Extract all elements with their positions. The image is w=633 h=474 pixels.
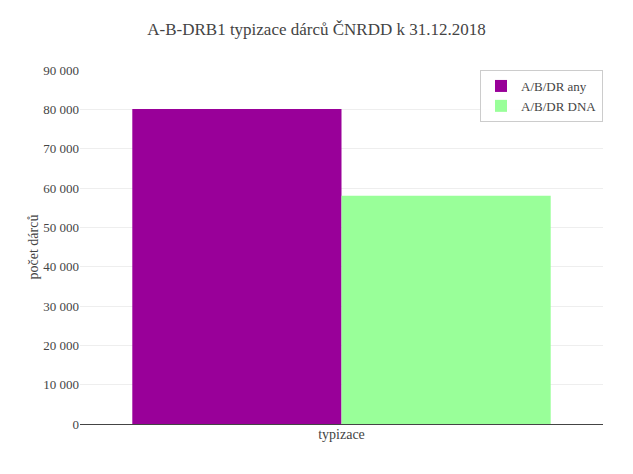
svg-text:A/B/DR any: A/B/DR any bbox=[521, 79, 587, 94]
svg-text:10 000: 10 000 bbox=[43, 377, 79, 392]
svg-text:90 000: 90 000 bbox=[43, 63, 79, 78]
svg-text:A-B-DRB1 typizace dárců ČNRDD: A-B-DRB1 typizace dárců ČNRDD k 31.12.20… bbox=[147, 20, 486, 39]
svg-text:60 000: 60 000 bbox=[43, 181, 79, 196]
svg-text:80 000: 80 000 bbox=[43, 102, 79, 117]
svg-text:70 000: 70 000 bbox=[43, 141, 79, 156]
svg-text:počet dárců: počet dárců bbox=[26, 215, 41, 280]
svg-text:20 000: 20 000 bbox=[43, 338, 79, 353]
svg-text:typizace: typizace bbox=[318, 427, 365, 442]
svg-text:50 000: 50 000 bbox=[43, 220, 79, 235]
svg-text:A/B/DR DNA: A/B/DR DNA bbox=[521, 99, 596, 114]
svg-text:0: 0 bbox=[73, 417, 80, 432]
svg-text:30 000: 30 000 bbox=[43, 299, 79, 314]
svg-text:40 000: 40 000 bbox=[43, 259, 79, 274]
